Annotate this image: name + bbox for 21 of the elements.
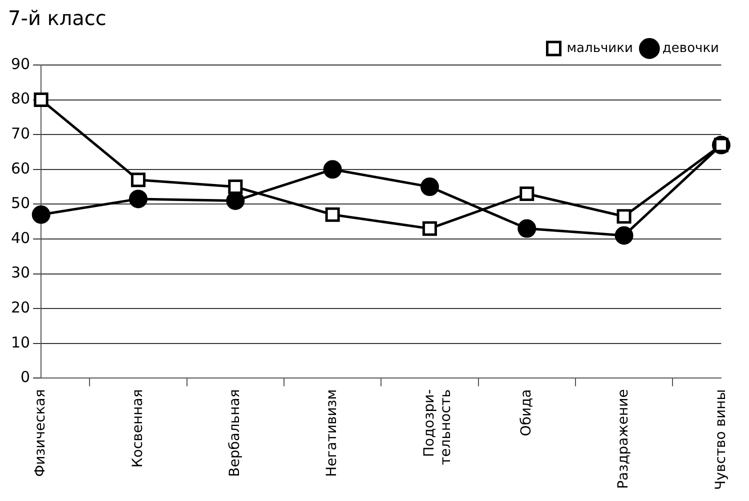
- y-tick-label: 70: [10, 124, 30, 142]
- y-tick-label: 20: [10, 298, 30, 316]
- y-tick-label: 0: [20, 368, 30, 386]
- y-tick-label: 40: [10, 228, 30, 247]
- x-tick-label: Негативизм: [324, 389, 340, 477]
- legend-label: девочки: [662, 40, 720, 56]
- x-tick-label: Подозри- тельность: [421, 389, 454, 465]
- y-tick-label: 80: [10, 90, 30, 108]
- x-tick-label: Косвенная: [130, 389, 146, 468]
- x-tick-label: Обида: [518, 389, 535, 436]
- x-tick-label: Раздражение: [616, 389, 632, 489]
- y-tick-label: 10: [10, 333, 30, 352]
- y-tick-label: 90: [10, 54, 30, 73]
- y-tick-label: 30: [10, 264, 30, 282]
- x-tick-label: Вербальная: [227, 389, 244, 477]
- x-tick-label: Чувство вины: [712, 389, 729, 490]
- x-tick-label: Физическая: [32, 389, 49, 477]
- y-tick-label: 50: [10, 194, 30, 212]
- chart-title: 7-й класс: [8, 6, 106, 30]
- y-tick-label: 60: [10, 159, 30, 178]
- legend-label: мальчики: [566, 40, 633, 56]
